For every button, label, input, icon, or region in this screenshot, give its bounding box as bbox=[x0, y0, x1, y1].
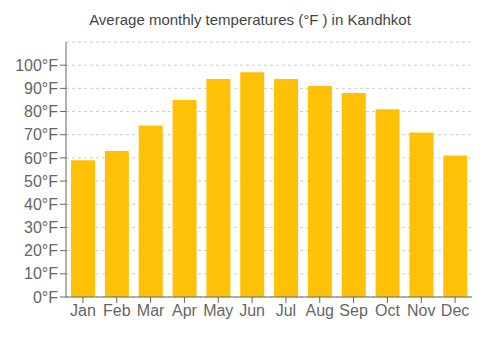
svg-text:10°F: 10°F bbox=[24, 265, 58, 282]
svg-text:Nov: Nov bbox=[407, 302, 435, 319]
svg-text:30°F: 30°F bbox=[24, 219, 58, 236]
svg-text:Dec: Dec bbox=[441, 302, 469, 319]
svg-text:Apr: Apr bbox=[172, 302, 198, 319]
svg-text:50°F: 50°F bbox=[24, 173, 58, 190]
svg-text:60°F: 60°F bbox=[24, 150, 58, 167]
svg-text:Jun: Jun bbox=[239, 302, 265, 319]
svg-text:May: May bbox=[203, 302, 233, 319]
svg-text:20°F: 20°F bbox=[24, 242, 58, 259]
svg-text:0°F: 0°F bbox=[33, 289, 58, 306]
svg-text:100°F: 100°F bbox=[15, 57, 58, 74]
svg-text:Oct: Oct bbox=[375, 302, 400, 319]
html-text:Average monthly temperatures (: Average monthly temperatures (°F ) in Ka… bbox=[89, 11, 411, 28]
svg-text:Mar: Mar bbox=[137, 302, 165, 319]
svg-text:Jan: Jan bbox=[70, 302, 96, 319]
svg-text:Jul: Jul bbox=[276, 302, 296, 319]
svg-text:Feb: Feb bbox=[103, 302, 131, 319]
svg-text:Sep: Sep bbox=[339, 302, 368, 319]
svg-text:70°F: 70°F bbox=[24, 126, 58, 143]
svg-text:80°F: 80°F bbox=[24, 103, 58, 120]
svg-text:40°F: 40°F bbox=[24, 196, 58, 213]
svg-text:Aug: Aug bbox=[306, 302, 334, 319]
svg-text:90°F: 90°F bbox=[24, 80, 58, 97]
